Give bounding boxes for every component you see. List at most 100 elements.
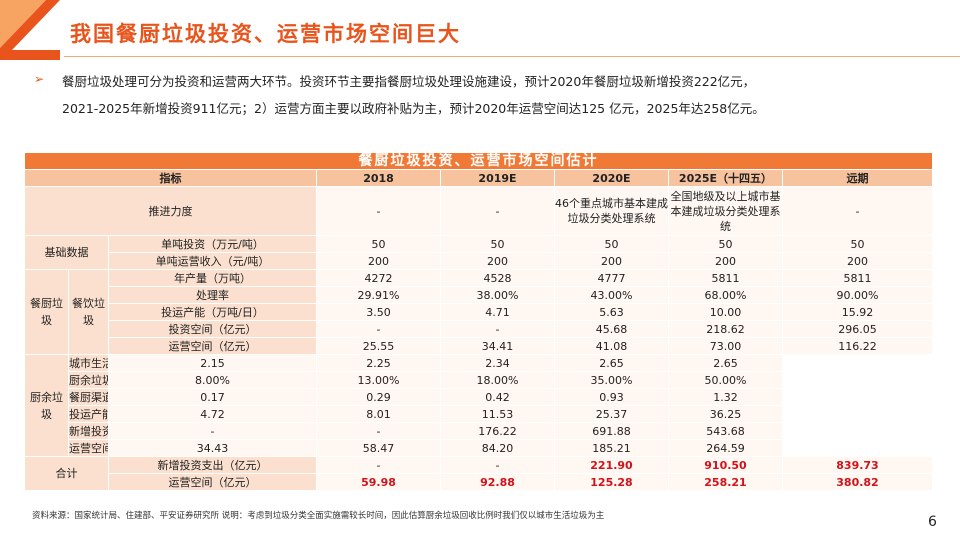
cell-value: - (440, 320, 555, 338)
cell-value: 3.50 (316, 303, 441, 321)
header-2018: 2018 (316, 169, 441, 187)
cell-value: 73.00 (668, 337, 783, 355)
cell-value: 200 (668, 252, 783, 270)
header-2019e: 2019E (440, 169, 555, 187)
row-label: 厨余垃圾回收比例 (68, 371, 109, 389)
cell-value: 200 (782, 252, 933, 270)
row-label: 投运产能（万吨/日） (108, 303, 317, 321)
cell-value: 5811 (782, 269, 933, 287)
cell-value: - (782, 186, 933, 236)
table-row: 合计 新增投资支出（亿元） - -221.90 910.50 839.73 (24, 456, 933, 491)
group-label: 基础数据 (24, 235, 109, 270)
cell-value: 910.50 (668, 456, 783, 474)
cell-value: 8.00% (108, 371, 317, 389)
cell-value: 58.47 (316, 439, 441, 457)
row-label: 运营空间（亿元） (108, 337, 317, 355)
cell-value: 46个重点城市基本建成垃圾分类处理系统 (554, 186, 669, 236)
cell-value: 38.00% (440, 286, 555, 304)
cell-value: 35.00% (554, 371, 669, 389)
cell-value: 43.00% (554, 286, 669, 304)
table-row-push: 推进力度 - - 46个重点城市基本建成垃圾分类处理系统 全国地级及以上城市基本… (24, 186, 933, 236)
cell-value: 200 (440, 252, 555, 270)
cell-value: 839.73 (782, 456, 933, 474)
cell-value: 4777 (554, 269, 669, 287)
row-label: 新增投资支出（亿元） (68, 422, 109, 440)
cell-value: 36.25 (668, 405, 783, 423)
table-row: 投资空间（亿元） - -45.68 218.62 296.05 (25, 320, 933, 338)
row-label: 餐厨渠道处理量（亿吨） (68, 388, 109, 406)
cell-value: - (316, 186, 441, 236)
cell-value: 176.22 (440, 422, 555, 440)
row-label: 年产量（万吨） (108, 269, 317, 287)
cell-value: 4272 (316, 269, 441, 287)
cell-value: 5811 (668, 269, 783, 287)
market-estimate-table: 餐厨垃圾投资、运营市场空间估计 指标 2018 2019E 2020E 2025… (24, 152, 933, 491)
table-row: 厨余垃圾城市生活垃圾产量（亿吨）2.152.252.342.652.65 (24, 354, 933, 457)
cell-value: 68.00% (668, 286, 783, 304)
table-row: 运营空间（亿元） 59.98 92.88 125.28 258.21 380.82 (25, 473, 933, 491)
cell-value: 15.92 (782, 303, 933, 321)
table-row: 单吨运营收入（元/吨） 200 200 200 200 200 (25, 252, 933, 270)
big-group-label: 餐厨垃圾 (24, 269, 69, 355)
cell-value: 2.34 (440, 354, 555, 372)
title-divider (64, 56, 960, 57)
header-2020e: 2020E (554, 169, 669, 187)
cell-value: - (108, 422, 317, 440)
cell-value: 116.22 (782, 337, 933, 355)
cell-value: 296.05 (782, 320, 933, 338)
cell-value: 221.90 (554, 456, 669, 474)
header-2025e: 2025E（十四五） (668, 169, 783, 187)
cell-value: 0.93 (554, 388, 669, 406)
bullet-arrow-icon: ➢ (34, 72, 45, 86)
cell-value: 13.00% (316, 371, 441, 389)
row-label: 运营空间（亿元） (68, 439, 109, 457)
row-label: 投资空间（亿元） (108, 320, 317, 338)
cell-value: 0.29 (316, 388, 441, 406)
corner-logo-icon (0, 0, 60, 60)
table-row: 处理率 29.91% 38.00% 43.00% 68.00% 90.00% (25, 286, 933, 304)
row-label: 投运产能（万吨/日） (68, 405, 109, 423)
table-title: 餐厨垃圾投资、运营市场空间估计 (24, 152, 933, 170)
row-label: 单吨运营收入（元/吨） (108, 252, 317, 270)
page-number: 6 (928, 514, 937, 530)
cell-value: 29.91% (316, 286, 441, 304)
cell-value: 200 (316, 252, 441, 270)
cell-value: 2.15 (108, 354, 317, 372)
cell-value: 185.21 (554, 439, 669, 457)
table-row: 厨余垃圾回收比例8.00%13.00%18.00%35.00%50.00% (25, 371, 933, 389)
cell-value: 264.59 (668, 439, 783, 457)
cell-value: 50 (782, 235, 933, 253)
cell-value: 84.20 (440, 439, 555, 457)
cell-value: 4528 (440, 269, 555, 287)
cell-value: 2.65 (668, 354, 783, 372)
header-long-term: 远期 (782, 169, 933, 187)
cell-value: 8.01 (316, 405, 441, 423)
table-title-row: 餐厨垃圾投资、运营市场空间估计 (24, 152, 933, 170)
cell-value: 200 (554, 252, 669, 270)
page-title: 我国餐厨垃圾投资、运营市场空间巨大 (70, 22, 461, 46)
cell-value: 全国地级及以上城市基本建成垃圾分类处理系统 (668, 186, 783, 236)
cell-value: 125.28 (554, 473, 669, 491)
cell-value: 18.00% (440, 371, 555, 389)
cell-value: - (440, 186, 555, 236)
cell-value: 90.00% (782, 286, 933, 304)
cell-value: 41.08 (554, 337, 669, 355)
cell-value: - (316, 456, 441, 474)
cell-value: 50 (440, 235, 555, 253)
source-note: 资料来源：国家统计局、住建部、平安证券研究所 说明：考虑到垃圾分类全面实施需较长… (32, 511, 605, 521)
row-label: 城市生活垃圾产量（亿吨） (68, 354, 109, 372)
intro-line-1: 餐厨垃圾处理可分为投资和运营两大环节。投资环节主要指餐厨垃圾处理设施建设，预计2… (62, 74, 756, 89)
cell-value: 25.55 (316, 337, 441, 355)
group-label: 合计 (24, 456, 109, 491)
intro-paragraph: 餐厨垃圾处理可分为投资和运营两大环节。投资环节主要指餐厨垃圾处理设施建设，预计2… (62, 68, 942, 122)
cell-value: 59.98 (316, 473, 441, 491)
group-label: 餐饮垃圾 (68, 269, 109, 355)
cell-value: 34.43 (108, 439, 317, 457)
cell-value: - (316, 320, 441, 338)
cell-value: 45.68 (554, 320, 669, 338)
row-label: 运营空间（亿元） (108, 473, 317, 491)
cell-value: 4.71 (440, 303, 555, 321)
